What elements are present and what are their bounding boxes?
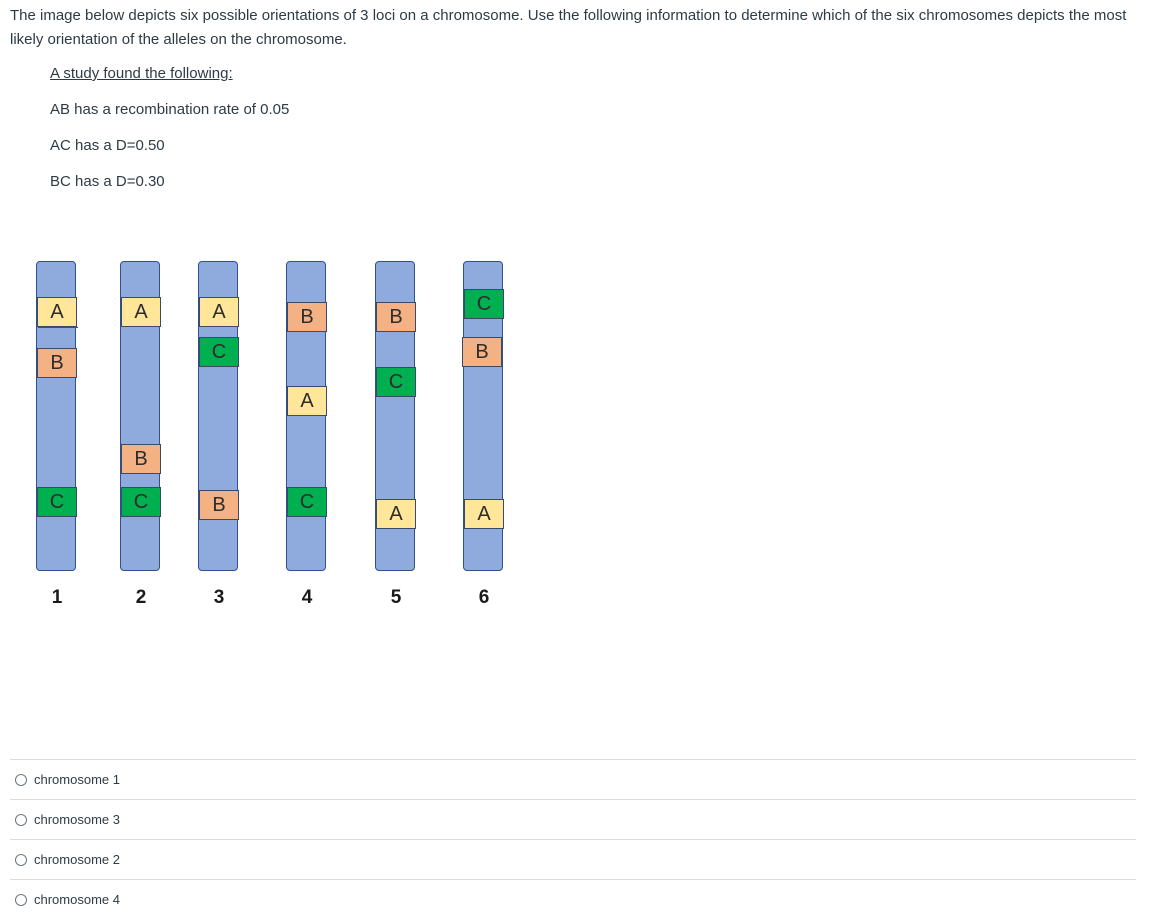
chromosome-6-locus-1: C: [464, 289, 504, 319]
answer-option-4[interactable]: chromosome 4: [10, 879, 1136, 919]
chromosome-1-locus-1: A: [37, 297, 77, 327]
chromosome-3-locus-1: A: [199, 297, 239, 327]
study-line-ac: AC has a D=0.50: [50, 137, 165, 154]
radio-button-icon[interactable]: [15, 853, 27, 866]
chromosome-5-locus-2: C: [376, 367, 416, 397]
chromosome-4-locus-2: A: [287, 386, 327, 416]
chromosome-4-locus-1: B: [287, 302, 327, 332]
radio-button-icon[interactable]: [15, 773, 27, 786]
answer-option-3[interactable]: chromosome 2: [10, 839, 1136, 879]
chromosome-3-number: 3: [213, 587, 225, 608]
answer-label: chromosome 3: [34, 812, 120, 827]
chromosome-5-number: 5: [390, 587, 402, 608]
answer-list: chromosome 1 chromosome 3 chromosome 2 c…: [10, 759, 1136, 919]
chromosome-4-number: 4: [301, 587, 313, 608]
chromosome-2-locus-1: A: [121, 297, 161, 327]
study-heading: A study found the following:: [50, 65, 233, 82]
chromosome-6-locus-2: B: [462, 337, 502, 367]
answer-option-1[interactable]: chromosome 1: [10, 759, 1136, 799]
answer-label: chromosome 4: [34, 892, 120, 907]
study-line-bc: BC has a D=0.30: [50, 173, 165, 190]
chromosome-figure: A B C 1 A B C 2 A C B 3 B A C 4 B C A 5 …: [0, 240, 600, 640]
radio-button-icon[interactable]: [15, 893, 27, 906]
chromosome-3-locus-2: C: [199, 337, 239, 367]
chromosome-6-locus-3: A: [464, 499, 504, 529]
answer-label: chromosome 1: [34, 772, 120, 787]
chromosome-3-locus-3: B: [199, 490, 239, 520]
question-text: The image below depicts six possible ori…: [10, 7, 1127, 48]
chromosome-4-locus-3: C: [287, 487, 327, 517]
answer-label: chromosome 2: [34, 852, 120, 867]
study-line-ab: AB has a recombination rate of 0.05: [50, 101, 290, 118]
radio-button-icon[interactable]: [15, 813, 27, 826]
chromosome-1-locus-2: B: [37, 348, 77, 378]
chromosome-5-locus-3: A: [376, 499, 416, 529]
chromosome-1-locus-3: C: [37, 487, 77, 517]
chromosome-1-number: 1: [51, 587, 63, 608]
chromosome-2-number: 2: [135, 587, 147, 608]
chromosome-5-locus-1: B: [376, 302, 416, 332]
chromosome-6-number: 6: [478, 587, 490, 608]
chromosome-2-locus-2: B: [121, 444, 161, 474]
answer-option-2[interactable]: chromosome 3: [10, 799, 1136, 839]
chromosome-2-locus-3: C: [121, 487, 161, 517]
